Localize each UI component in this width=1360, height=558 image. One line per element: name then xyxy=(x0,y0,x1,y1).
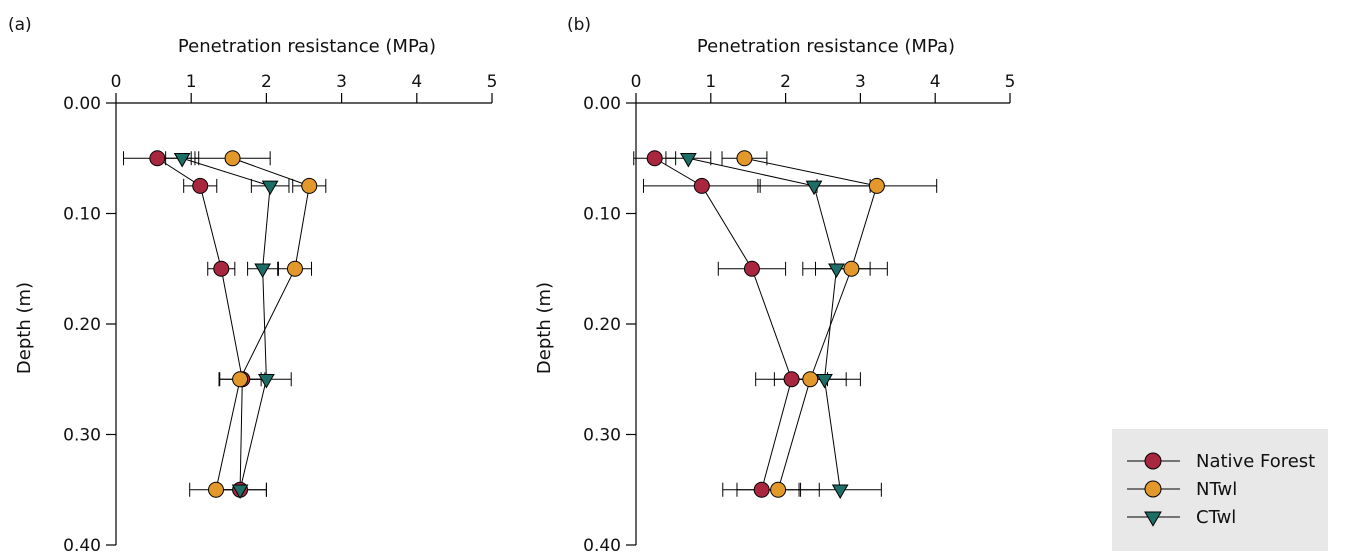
data-point-ntwl xyxy=(843,260,860,277)
data-point-ctwl xyxy=(679,153,697,168)
x-tick-label: 3 xyxy=(855,72,866,92)
legend-marker xyxy=(1144,480,1162,498)
series-line-native-forest xyxy=(157,157,243,490)
data-point-ntwl xyxy=(868,177,885,194)
data-point-ctwl xyxy=(231,484,249,499)
x-axis-title: Penetration resistance (MPa) xyxy=(178,36,436,57)
x-tick-label: 4 xyxy=(411,72,422,92)
legend: Native Forest NTwl CTwl xyxy=(1127,451,1315,528)
x-tick-label: 0 xyxy=(111,72,122,92)
series-line-ctwl xyxy=(688,157,841,490)
data-point-ctwl xyxy=(828,263,845,278)
x-tick-label: 1 xyxy=(705,72,716,92)
y-tick-label: 0.10 xyxy=(63,205,101,225)
legend-label: Native Forest xyxy=(1196,451,1315,472)
panel-a: (a) 0 1 2 3 4 5 Penetration resistance (MPa) 0.0… xyxy=(8,15,497,556)
data-point-ntwl xyxy=(802,371,819,388)
data-point-ntwl xyxy=(286,260,303,277)
data-point-ctwl xyxy=(805,180,823,196)
y-tick-label: 0.10 xyxy=(583,205,621,225)
legend-label: NTwl xyxy=(1196,479,1237,500)
legend-marker xyxy=(1144,511,1162,527)
data-point-ntwl xyxy=(770,481,787,498)
data-point-ctwl xyxy=(254,263,272,278)
data-point-ntwl xyxy=(224,150,241,167)
x-tick-label: 3 xyxy=(336,72,347,92)
data-point-native-forest xyxy=(743,260,760,277)
x-tick-label: 4 xyxy=(930,72,941,92)
data-point-ctwl xyxy=(816,374,833,389)
series-line-ctwl xyxy=(182,157,271,490)
y-tick-label: 0.40 xyxy=(63,536,101,556)
data-point-ctwl xyxy=(258,374,275,389)
data-point-ntwl xyxy=(736,150,753,167)
legend-label: CTwl xyxy=(1196,507,1236,528)
data-point-native-forest xyxy=(693,177,710,194)
data-point-native-forest xyxy=(783,371,800,388)
x-tick-label: 0 xyxy=(631,72,642,92)
y-tick-label: 0.40 xyxy=(583,536,621,556)
x-tick-label: 1 xyxy=(186,72,197,92)
data-point-ctwl xyxy=(261,180,279,196)
y-tick-label: 0.00 xyxy=(583,94,621,114)
y-axis-title: Depth (m) xyxy=(14,282,35,374)
y-tick-label: 0.20 xyxy=(63,315,101,335)
y-tick-label: 0.00 xyxy=(63,94,101,114)
x-tick-label: 5 xyxy=(487,72,498,92)
x-axis-title: Penetration resistance (MPa) xyxy=(697,36,955,57)
x-tick-label: 5 xyxy=(1005,72,1016,92)
data-point-native-forest xyxy=(192,177,209,194)
data-point-native-forest xyxy=(149,150,166,167)
data-point-ctwl xyxy=(831,484,849,499)
x-tick-label: 2 xyxy=(261,72,272,92)
data-point-native-forest xyxy=(753,481,770,498)
x-tick-label: 2 xyxy=(780,72,791,92)
panel-label: (b) xyxy=(567,15,591,35)
data-point-ntwl xyxy=(232,371,249,388)
y-axis-title: Depth (m) xyxy=(534,282,555,374)
data-point-ctwl xyxy=(173,153,191,168)
panel-label: (a) xyxy=(8,15,32,35)
data-point-ntwl xyxy=(301,177,318,194)
y-tick-label: 0.20 xyxy=(583,315,621,335)
y-tick-label: 0.30 xyxy=(583,426,621,446)
panel-b: (b) 0 1 2 3 4 5 Penetration resistance (MPa) 0.0… xyxy=(534,15,1015,556)
series-line-ntwl xyxy=(744,157,878,490)
series-line-native-forest xyxy=(654,157,793,490)
series-line-ntwl xyxy=(215,157,310,490)
y-tick-label: 0.30 xyxy=(63,426,101,446)
data-point-native-forest xyxy=(213,260,230,277)
data-point-ntwl xyxy=(208,481,225,498)
data-point-native-forest xyxy=(646,150,663,167)
legend-marker xyxy=(1144,452,1162,470)
